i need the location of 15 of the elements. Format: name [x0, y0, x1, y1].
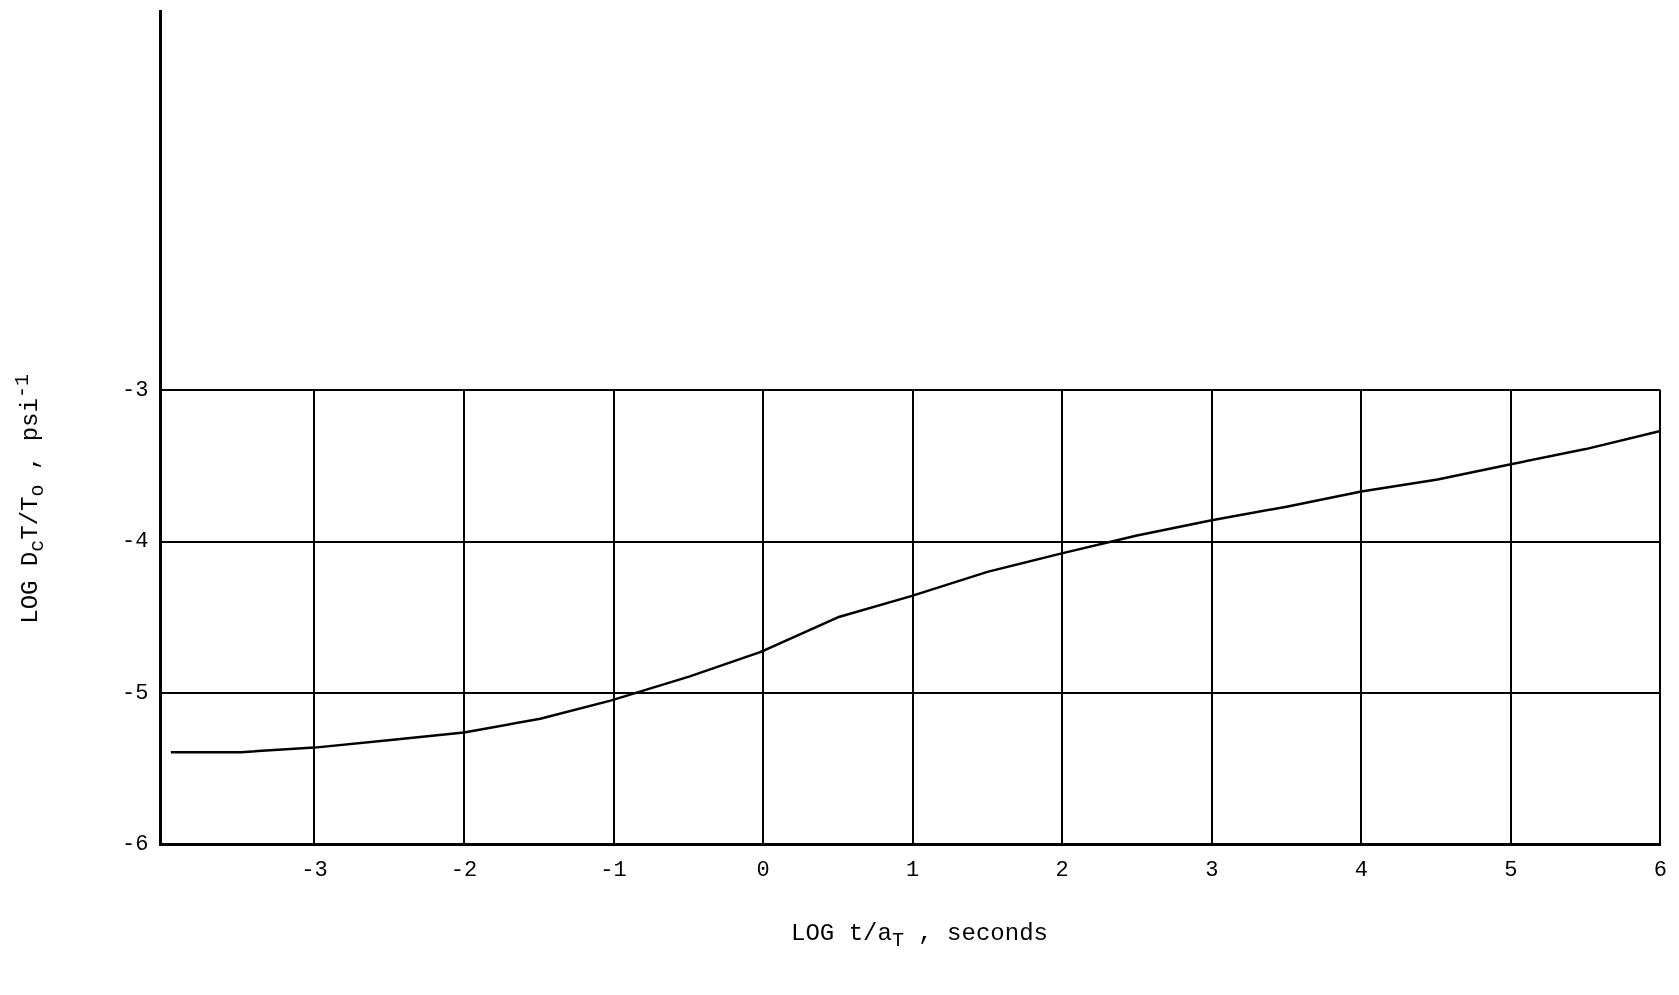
x-tick-label: -1	[600, 857, 627, 883]
x-tick-label: -2	[450, 857, 478, 883]
x-tick-label: 0	[756, 857, 770, 883]
y-tick-label: -5	[122, 680, 149, 706]
y-tick-label: -4	[122, 529, 149, 555]
x-tick-label: 1	[906, 857, 920, 883]
x-tick-label: 5	[1504, 857, 1518, 883]
x-tick-label: -3	[301, 857, 328, 883]
y-tick-label: -3	[122, 377, 149, 403]
x-tick-label: 2	[1055, 857, 1069, 883]
x-tick-label: 6	[1653, 857, 1667, 883]
x-tick-label: 3	[1205, 857, 1219, 883]
x-axis-title: LOG t/a$_{T}$ , seconds	[790, 920, 1049, 952]
y-tick-label: -6	[122, 832, 149, 858]
x-tick-label: 4	[1354, 857, 1368, 883]
